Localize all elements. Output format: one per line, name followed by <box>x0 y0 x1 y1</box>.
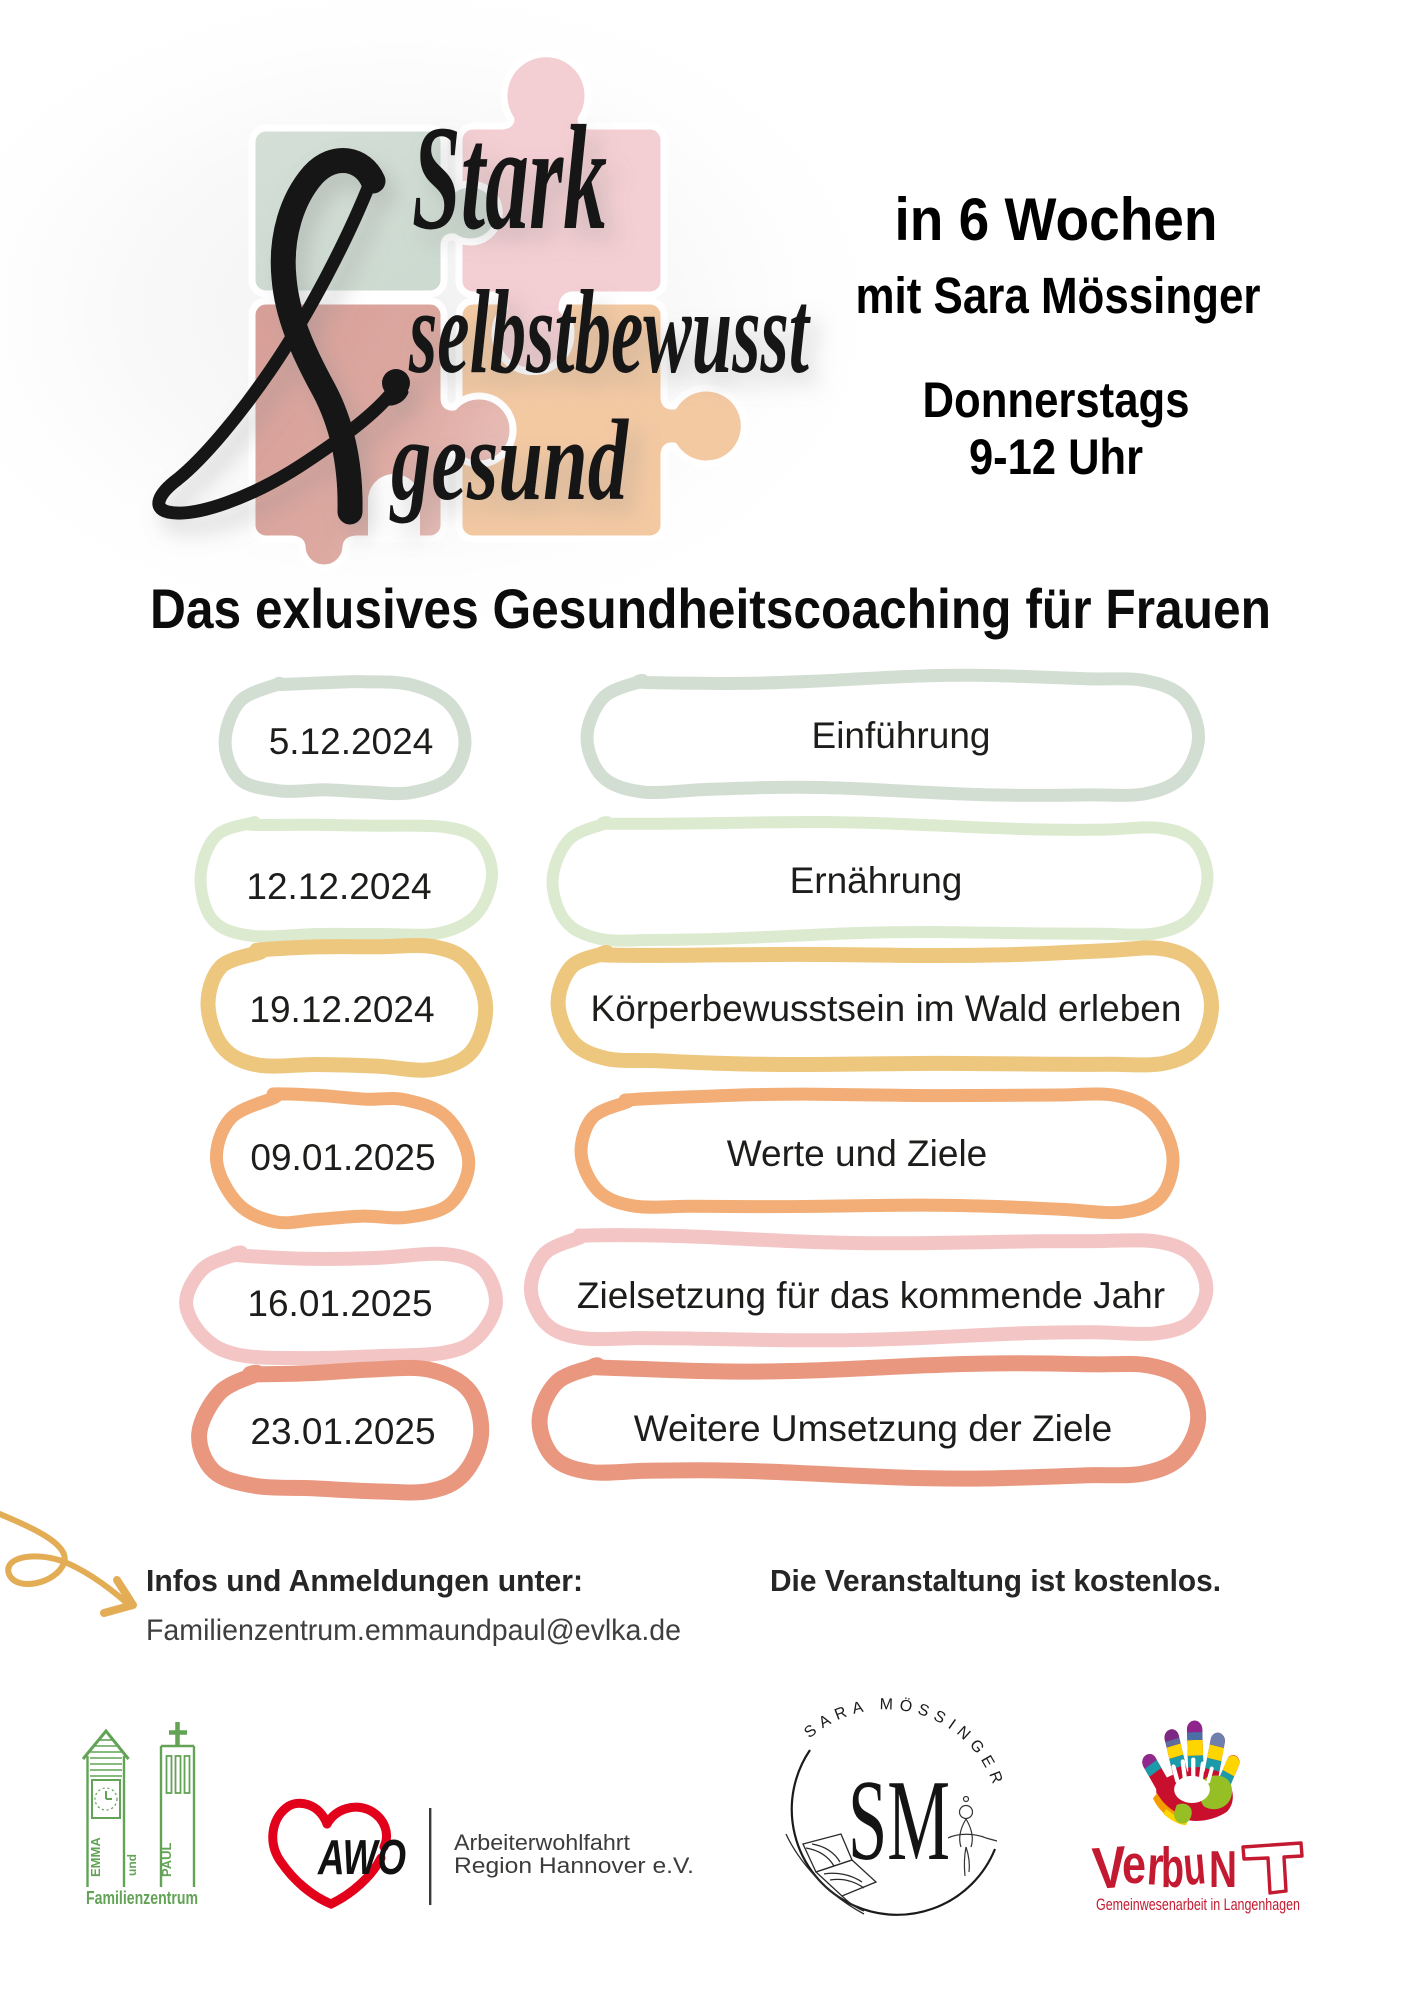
svg-text:12.12.2024: 12.12.2024 <box>246 866 431 907</box>
svg-text:Das exlusives Gesundheitscoach: Das exlusives Gesundheitscoaching für Fr… <box>150 577 1271 640</box>
svg-text:Familienzentrum.emmaundpaul@ev: Familienzentrum.emmaundpaul@evlka.de <box>146 1614 681 1647</box>
svg-text:selbstbewusst: selbstbewusst <box>408 265 811 398</box>
svg-text:19.12.2024: 19.12.2024 <box>249 989 434 1030</box>
svg-text:und: und <box>125 1854 139 1876</box>
svg-text:Körperbewusstsein im Wald erle: Körperbewusstsein im Wald erleben <box>591 988 1182 1029</box>
svg-text:V: V <box>1090 1834 1129 1902</box>
svg-text:Familienzentrum: Familienzentrum <box>86 1888 198 1908</box>
svg-text:09.01.2025: 09.01.2025 <box>250 1137 435 1178</box>
svg-text:PAUL: PAUL <box>159 1843 174 1877</box>
svg-text:in 6 Wochen: in 6 Wochen <box>895 186 1218 253</box>
svg-text:Weitere Umsetzung der Ziele: Weitere Umsetzung der Ziele <box>634 1408 1112 1449</box>
svg-text:Region Hannover e.V.: Region Hannover e.V. <box>454 1853 694 1878</box>
svg-text:Gemeinwesenarbeit in Langenhag: Gemeinwesenarbeit in Langenhagen <box>1096 1895 1300 1914</box>
svg-text:Ernährung: Ernährung <box>790 860 963 901</box>
svg-text:Donnerstags: Donnerstags <box>923 372 1190 428</box>
svg-text:u: u <box>1181 1833 1208 1897</box>
svg-text:Werte und Ziele: Werte und Ziele <box>727 1133 988 1174</box>
svg-text:AWO: AWO <box>317 1831 406 1885</box>
svg-text:Stark: Stark <box>412 95 607 261</box>
svg-text:9-12 Uhr: 9-12 Uhr <box>969 429 1143 485</box>
svg-text:Infos und Anmeldungen unter:: Infos und Anmeldungen unter: <box>146 1563 583 1598</box>
svg-text:23.01.2025: 23.01.2025 <box>250 1411 435 1452</box>
svg-text:e: e <box>1122 1833 1146 1895</box>
svg-text:16.01.2025: 16.01.2025 <box>247 1283 432 1324</box>
svg-text:SM: SM <box>848 1757 950 1884</box>
svg-text:Zielsetzung für das kommende J: Zielsetzung für das kommende Jahr <box>577 1275 1165 1316</box>
svg-text:b: b <box>1161 1836 1184 1900</box>
svg-text:mit Sara Mössinger: mit Sara Mössinger <box>856 267 1261 324</box>
svg-text:EMMA: EMMA <box>88 1837 103 1877</box>
svg-text:gesund: gesund <box>389 397 629 524</box>
svg-text:5.12.2024: 5.12.2024 <box>269 721 434 762</box>
svg-text:Arbeiterwohlfahrt: Arbeiterwohlfahrt <box>454 1830 630 1855</box>
svg-text:Die Veranstaltung ist kostenlo: Die Veranstaltung ist kostenlos. <box>770 1563 1221 1598</box>
svg-text:Einführung: Einführung <box>812 715 991 756</box>
svg-text:r: r <box>1145 1834 1165 1897</box>
svg-text:N: N <box>1209 1841 1237 1899</box>
